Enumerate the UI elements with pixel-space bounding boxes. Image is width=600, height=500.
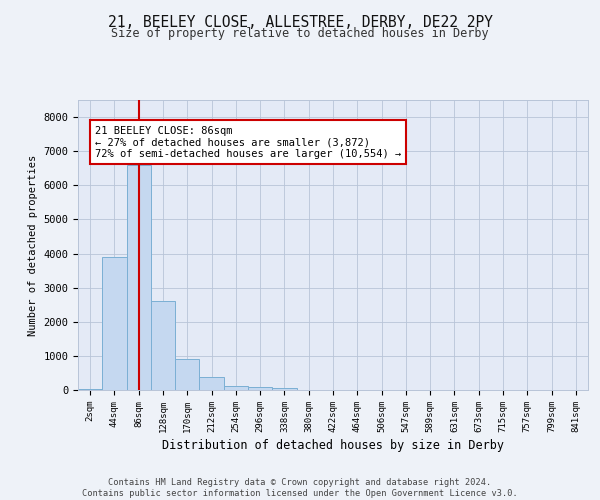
- Text: Size of property relative to detached houses in Derby: Size of property relative to detached ho…: [111, 28, 489, 40]
- Text: Contains HM Land Registry data © Crown copyright and database right 2024.
Contai: Contains HM Land Registry data © Crown c…: [82, 478, 518, 498]
- Bar: [78, 389, 102, 390]
- Text: 21, BEELEY CLOSE, ALLESTREE, DERBY, DE22 2PY: 21, BEELEY CLOSE, ALLESTREE, DERBY, DE22…: [107, 15, 493, 30]
- Text: 21 BEELEY CLOSE: 86sqm
← 27% of detached houses are smaller (3,872)
72% of semi-: 21 BEELEY CLOSE: 86sqm ← 27% of detached…: [95, 126, 401, 159]
- Bar: [248, 386, 272, 390]
- Bar: [272, 388, 296, 390]
- Bar: [127, 165, 151, 390]
- Bar: [224, 386, 248, 390]
- Bar: [175, 360, 199, 390]
- Y-axis label: Number of detached properties: Number of detached properties: [28, 154, 38, 336]
- Bar: [102, 257, 127, 390]
- X-axis label: Distribution of detached houses by size in Derby: Distribution of detached houses by size …: [162, 439, 504, 452]
- Bar: [199, 377, 224, 390]
- Bar: [151, 302, 175, 390]
